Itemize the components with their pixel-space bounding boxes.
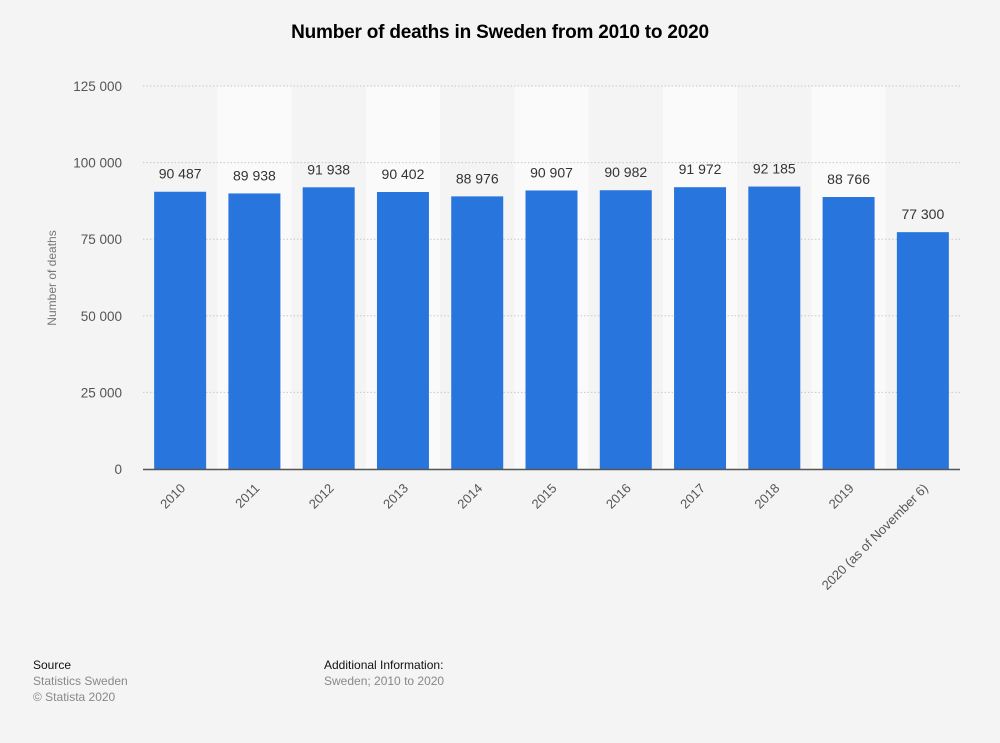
copyright: © Statista 2020 [33, 690, 116, 704]
bar[interactable] [302, 187, 355, 469]
bar[interactable] [451, 196, 504, 469]
bar[interactable] [154, 191, 207, 469]
y-tick-label: 25 000 [81, 385, 122, 400]
x-axis-labels: 2010 2011 2012 2013 2014 2015 2016 2017 2018 2019… [157, 481, 931, 593]
data-labels: 90 487 89 938 91 938 90 402 88 976 90 907 90 9… [159, 161, 945, 223]
x-tick-label: 2010 [157, 481, 188, 512]
additional-info-text: Sweden; 2010 to 2020 [324, 674, 445, 688]
x-tick-label: 2017 [677, 481, 708, 512]
x-tick-label: 2013 [380, 481, 411, 512]
bar[interactable] [376, 192, 429, 469]
x-tick-label: 2011 [232, 481, 262, 511]
x-tick-label: 2016 [603, 481, 634, 512]
data-label: 90 402 [382, 166, 425, 182]
bar[interactable] [748, 186, 801, 469]
bar[interactable] [228, 193, 281, 469]
data-label: 91 972 [679, 161, 722, 177]
y-tick-label: 125 000 [73, 79, 122, 94]
bars [154, 186, 949, 470]
y-axis-ticks: 0 25 000 50 000 75 000 100 000 125 000 [73, 79, 122, 477]
y-tick-label: 75 000 [81, 232, 122, 247]
data-label: 91 938 [307, 161, 350, 177]
y-axis-label: Number of deaths [45, 230, 59, 325]
x-tick-label: 2019 [826, 481, 857, 512]
source-block: Source Statistics Sweden © Statista 2020 [33, 657, 128, 705]
y-tick-label: 0 [114, 462, 122, 477]
x-tick-label: 2015 [529, 481, 560, 512]
x-tick-label: 2014 [454, 481, 485, 512]
data-label: 90 907 [530, 164, 573, 180]
chart-title: Number of deaths in Sweden from 2010 to … [291, 22, 709, 43]
data-label: 90 982 [604, 164, 647, 180]
data-label: 77 300 [901, 206, 944, 222]
bar[interactable] [674, 187, 727, 469]
data-label: 88 766 [827, 171, 870, 187]
y-tick-label: 100 000 [73, 156, 122, 171]
source-name[interactable]: Statistics Sweden [33, 674, 128, 688]
additional-info-heading: Additional Information: [324, 658, 444, 672]
bar[interactable] [525, 190, 578, 470]
bar[interactable] [599, 190, 652, 470]
source-heading: Source [33, 658, 72, 672]
x-tick-label: 2012 [306, 481, 337, 512]
data-label: 88 976 [456, 170, 499, 186]
data-label: 92 185 [753, 161, 796, 177]
additional-info-block: Additional Information: Sweden; 2010 to … [324, 657, 444, 689]
bar[interactable] [822, 197, 875, 469]
data-label: 89 938 [233, 167, 276, 183]
x-tick-label: 2018 [751, 481, 782, 512]
data-label: 90 487 [159, 166, 202, 182]
bar[interactable] [896, 232, 949, 469]
y-tick-label: 50 000 [81, 309, 122, 324]
